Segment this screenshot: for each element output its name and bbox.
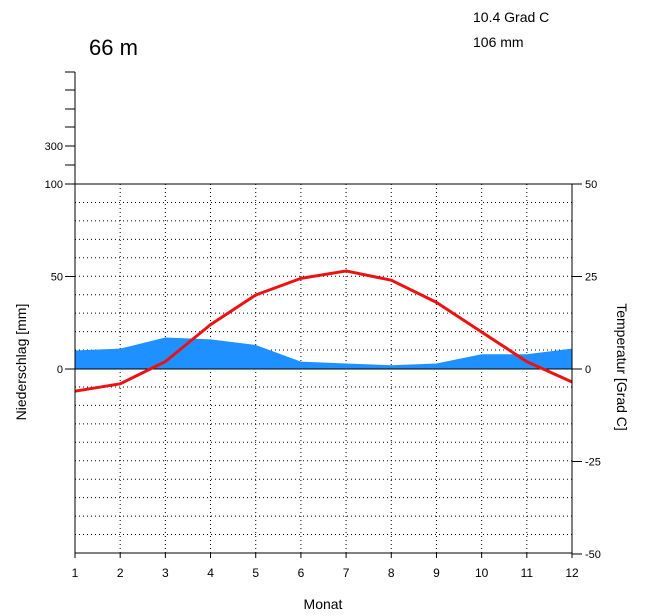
right-tick-label: 25 (585, 272, 597, 284)
x-axis-ticks: 1 2 3 4 5 6 7 8 9 10 11 12 (72, 553, 579, 580)
left-tick-label: 0 (57, 364, 63, 376)
x-tick-label: 7 (343, 566, 350, 580)
x-tick-label: 5 (252, 566, 259, 580)
x-tick-label: 9 (433, 566, 440, 580)
x-tick-label: 2 (117, 566, 124, 580)
upper-precip-scale (65, 71, 76, 184)
x-axis-label: Monat (304, 596, 343, 612)
x-tick-label: 4 (207, 566, 214, 580)
chart-title: 66 m (89, 35, 138, 60)
x-tick-label: 11 (521, 566, 534, 580)
x-tick-label: 1 (72, 566, 79, 580)
x-tick-label: 8 (388, 566, 395, 580)
left-tick-label: 300 (45, 141, 63, 153)
x-tick-label: 12 (565, 566, 579, 580)
right-axis-ticks: 50 25 0 -25 -50 (572, 179, 601, 561)
right-tick-label: -25 (585, 457, 601, 469)
right-tick-label: -50 (585, 549, 601, 561)
temperature-layer (74, 269, 573, 393)
left-axis-ticks: 300 100 50 0 (45, 141, 75, 376)
x-tick-label: 10 (475, 566, 489, 580)
x-tick-label: 3 (162, 566, 169, 580)
precipitation-layer (75, 337, 572, 369)
x-tick-label: 6 (298, 566, 305, 580)
annotation-temperature: 10.4 Grad C (473, 9, 549, 25)
left-axis-label: Niederschlag [mm] (13, 304, 29, 421)
right-tick-label: 50 (585, 179, 597, 191)
left-tick-label: 50 (51, 272, 63, 284)
annotation-precipitation: 106 mm (473, 34, 524, 50)
right-tick-label: 0 (585, 364, 591, 376)
right-axis-label: Temperatur [Grad C] (614, 303, 630, 431)
left-tick-label: 100 (45, 179, 63, 191)
temperature-line (74, 269, 573, 393)
precipitation-area (75, 337, 572, 369)
